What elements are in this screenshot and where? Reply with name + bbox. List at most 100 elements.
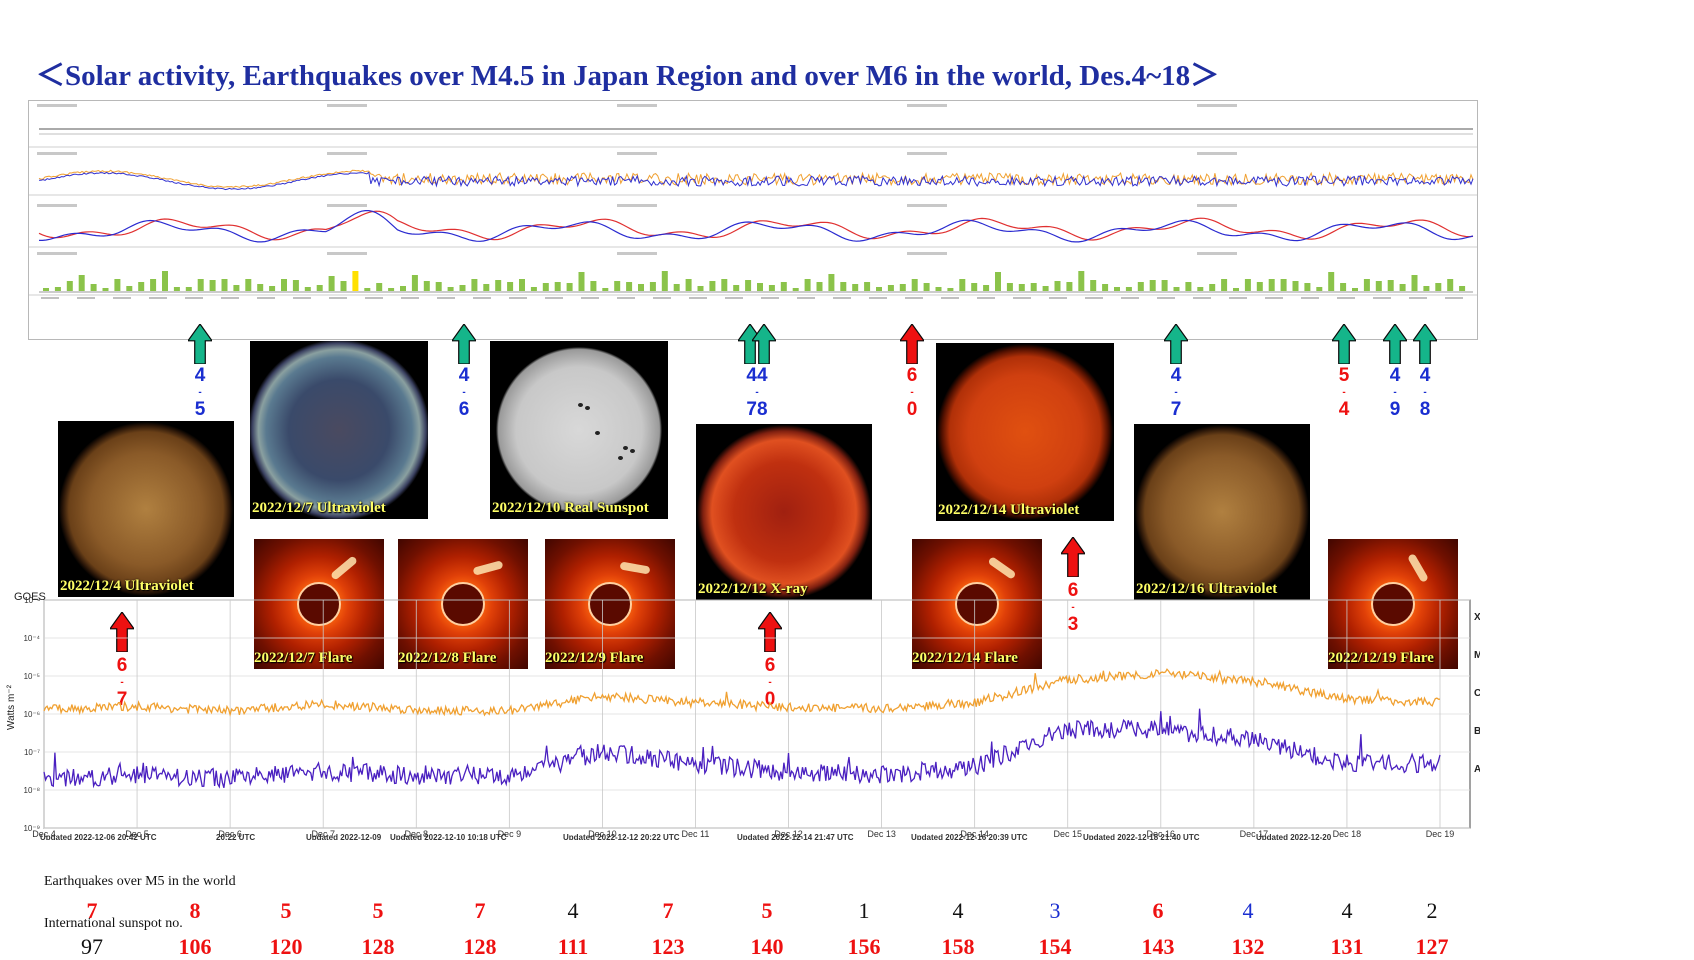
marker-separator: -	[1423, 387, 1427, 398]
kp-bar	[102, 288, 109, 291]
goes-short-series	[43, 708, 1441, 789]
y-tick-label: 10⁻⁶	[24, 710, 40, 719]
kp-bar	[780, 282, 787, 291]
arrow-shape	[452, 324, 476, 364]
kp-bar	[1375, 281, 1382, 291]
tick-label	[185, 297, 203, 299]
red-arrow-icon	[1061, 537, 1085, 577]
kp-bar	[1435, 283, 1442, 291]
kp-bar	[1030, 283, 1037, 291]
x-tick-label: Dec 6	[218, 829, 242, 839]
sunspot-number: 158	[941, 934, 975, 959]
tick-label	[401, 297, 419, 299]
panel-mini-label	[327, 152, 367, 155]
kp-bar	[364, 288, 371, 291]
arrow-shape	[1413, 324, 1437, 364]
kp-bar	[388, 288, 395, 291]
kp-bar	[209, 280, 216, 291]
kp-bar	[1328, 272, 1335, 291]
kp-bar	[745, 280, 752, 291]
kp-bar	[947, 288, 954, 291]
solar-image: 2022/12/14 Ultraviolet	[936, 343, 1114, 521]
solar-image: 2022/12/12 X-ray	[696, 424, 872, 600]
marker-separator: -	[1342, 387, 1346, 398]
kp-bar	[768, 285, 775, 291]
flare-class-label: X	[1474, 612, 1480, 623]
arrow-shape	[188, 324, 212, 364]
y-tick-label: 10⁻⁴	[23, 634, 40, 643]
marker-separator: -	[910, 387, 914, 398]
marker-top-digit: 6	[1067, 580, 1079, 601]
kp-bar	[54, 287, 61, 291]
kp-bar	[1280, 279, 1287, 291]
flare-image: 2022/12/7 Flare	[254, 539, 384, 669]
panel-mini-label	[1197, 152, 1237, 155]
kp-bar	[1233, 288, 1239, 291]
tick-label	[833, 297, 851, 299]
kp-bar	[1137, 282, 1144, 291]
kp-bar	[721, 279, 728, 291]
sunspot-number: 132	[1231, 934, 1265, 959]
kp-bar	[1459, 286, 1466, 291]
kp-bar	[1197, 287, 1204, 291]
tick-label	[797, 297, 815, 299]
y-tick-label: 10⁻⁹	[23, 824, 40, 833]
x-tick-label: Dec 10	[588, 829, 617, 839]
panel-mini-label	[617, 204, 657, 207]
kp-bar	[899, 284, 906, 291]
kp-bar	[792, 288, 799, 291]
marker-bottom-digit: 5	[194, 399, 206, 420]
kp-bar	[828, 274, 835, 291]
marker-top-digit: 5	[1338, 365, 1350, 386]
sunspot-number: 97	[81, 934, 103, 959]
flare-class-label: A	[1474, 764, 1480, 775]
kp-bar	[185, 287, 192, 291]
flare-streak	[987, 556, 1017, 580]
arrow-shape	[1164, 324, 1188, 364]
kp-bar	[542, 283, 549, 291]
kp-bar	[1447, 279, 1454, 291]
kp-bar	[578, 272, 585, 291]
panel-mini-label	[907, 252, 947, 255]
japan-marker: 4-7	[1146, 362, 1206, 424]
x-tick-label: Dec 16	[1147, 829, 1176, 839]
earthquake-count: 7	[86, 898, 98, 923]
kp-bar	[90, 284, 97, 291]
sunspot-mark	[578, 403, 583, 407]
panel-mini-label	[617, 252, 657, 255]
earthquake-count: 7	[474, 898, 486, 923]
x-tick-label: Dec 5	[125, 829, 149, 839]
marker-top-digit: 6	[764, 655, 776, 676]
x-tick-label: Dec 13	[867, 829, 896, 839]
kp-bar	[376, 283, 383, 291]
kp-bar	[150, 279, 157, 291]
marker-bottom-digit: 6	[458, 399, 470, 420]
kp-bar	[1149, 280, 1156, 291]
solar-image: 2022/12/7 Ultraviolet	[250, 341, 428, 519]
marker-separator: -	[462, 387, 466, 398]
x-tick-label: Dec 7	[311, 829, 335, 839]
kp-bar	[638, 284, 644, 291]
marker-bottom-digit: 7	[116, 689, 128, 710]
updated-label: Updated 2022-12-09	[306, 833, 382, 840]
japan-marker: 4-5	[170, 362, 230, 424]
japan-marker: 5-4	[1314, 362, 1374, 424]
x-tick-label: Dec 12	[774, 829, 803, 839]
kp-bar	[340, 281, 347, 291]
kp-bar	[173, 287, 180, 291]
marker-top-digit: 4	[1419, 365, 1431, 386]
updated-label: Updated 2022-12-16 20:39 UTC	[911, 833, 1028, 840]
y-tick-label: 10⁻⁵	[24, 672, 40, 681]
world-marker: 6-7	[92, 652, 152, 714]
flare-image: 2022/12/8 Flare	[398, 539, 528, 669]
tick-label	[329, 297, 347, 299]
x-tick-label: Dec 17	[1240, 829, 1269, 839]
solar-image: 2022/12/16 Ultraviolet	[1134, 424, 1310, 600]
kp-bar	[1090, 280, 1097, 291]
earthquake-count: 6	[1152, 898, 1164, 923]
marker-bottom-digit: 8	[1419, 399, 1431, 420]
kp-bar	[911, 279, 918, 291]
world-marker: 6-3	[1043, 577, 1103, 639]
kp-bar	[1268, 279, 1275, 291]
panel-mini-label	[617, 104, 657, 107]
